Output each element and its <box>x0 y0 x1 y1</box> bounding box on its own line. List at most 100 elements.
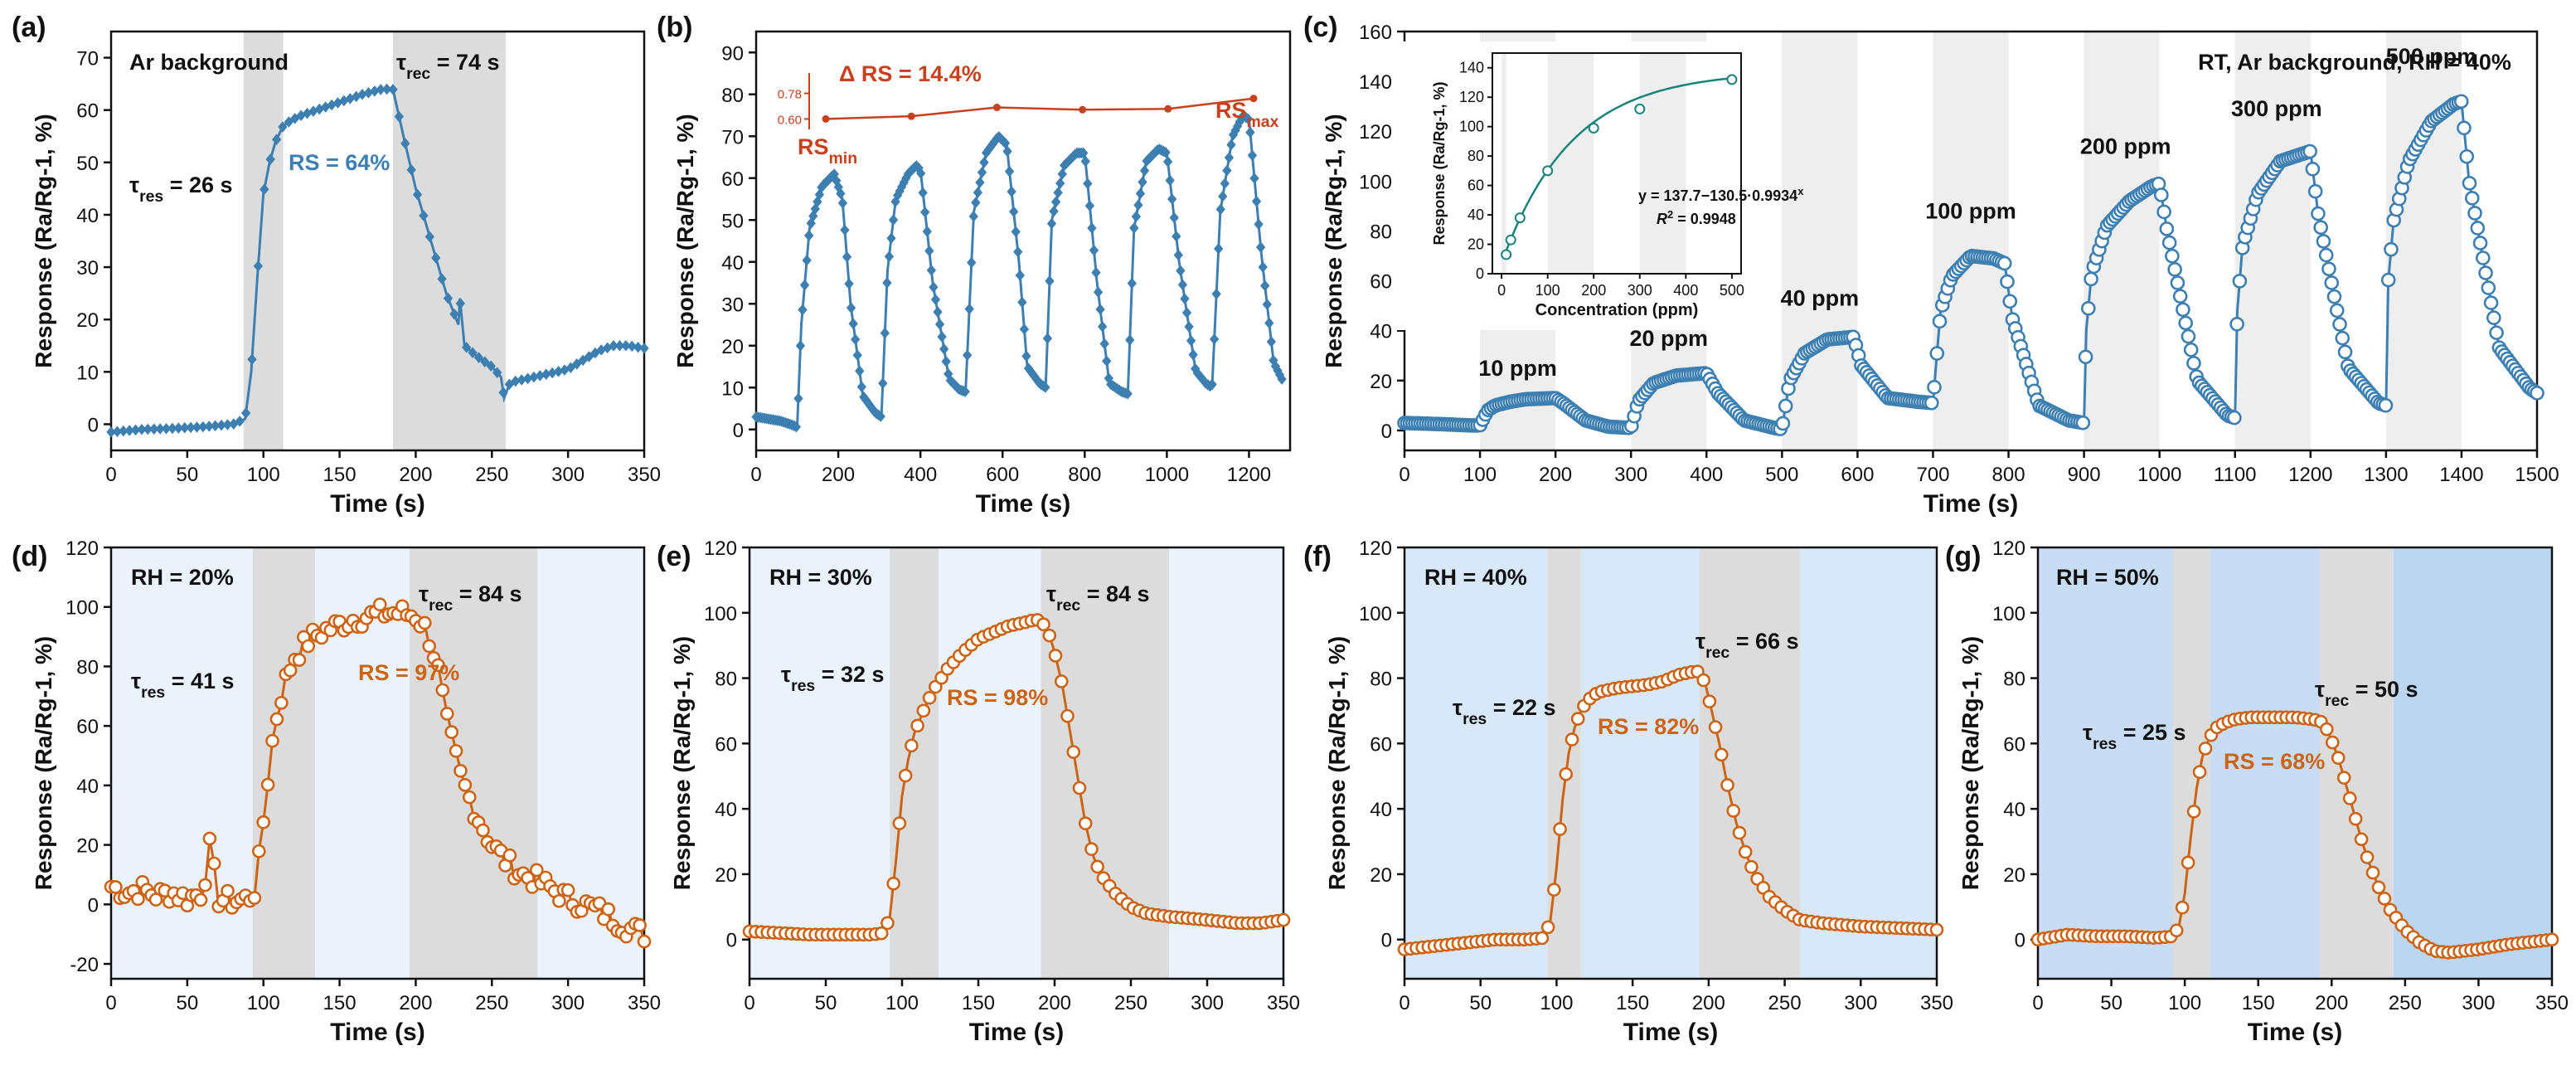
y-tick-label: 20 <box>1370 371 1392 393</box>
data-point <box>1215 203 1225 216</box>
y-tick-label: 50 <box>76 153 99 175</box>
inset-tick-label: 0.78 <box>778 88 802 102</box>
panel-c-title: RT, Ar background, RH = 40% <box>2198 50 2511 75</box>
data-point <box>1177 279 1188 291</box>
y-tick-label: 120 <box>1359 121 1392 143</box>
data-point <box>278 121 288 133</box>
data-point <box>2172 289 2188 304</box>
data-point <box>848 318 858 329</box>
data-point <box>924 245 934 257</box>
panel-label: (c) <box>1303 12 1338 43</box>
data-point <box>1167 193 1177 205</box>
data-point <box>1004 165 1015 178</box>
data-point <box>2478 265 2493 280</box>
data-point <box>2307 183 2323 199</box>
data-point <box>844 278 854 289</box>
data-point <box>1565 732 1579 747</box>
data-point <box>454 763 468 778</box>
data-point <box>2331 751 2346 765</box>
data-point <box>2530 386 2544 401</box>
inset-y-tick-label: 0 <box>1476 265 1484 282</box>
y-tick-label: 30 <box>721 294 744 316</box>
data-point <box>1243 113 1254 125</box>
shaded-region <box>1580 547 1700 979</box>
data-point <box>431 658 445 673</box>
data-point <box>492 367 502 379</box>
y-tick-label: 80 <box>721 85 744 107</box>
inset-point <box>1164 105 1172 113</box>
data-point <box>639 343 649 354</box>
tau-rec-label: τrec = 50 s <box>2315 677 2418 710</box>
data-point <box>252 844 266 858</box>
data-point <box>633 341 643 353</box>
data-point <box>1002 145 1012 158</box>
y-tick-label: 20 <box>2003 864 2025 887</box>
data-point <box>468 347 478 358</box>
data-point <box>2360 850 2375 864</box>
data-point <box>1165 174 1175 187</box>
data-point <box>2176 302 2190 318</box>
panel-label: (a) <box>12 12 46 43</box>
data-point <box>1013 246 1023 258</box>
inset-point <box>822 114 830 123</box>
fit-curve <box>1502 77 1733 258</box>
data-point <box>1258 261 1268 273</box>
data-point <box>2544 932 2559 947</box>
data-point <box>2332 317 2347 332</box>
plot-frame <box>109 546 646 980</box>
data-point <box>2354 832 2369 847</box>
x-tick-label: 250 <box>1114 992 1147 1014</box>
x-tick-label: 50 <box>177 464 199 486</box>
panel-c: 0 100 200 300 400 500 600 700 800 900 1000 1100 1200… <box>1303 12 2559 518</box>
data-point <box>444 725 458 739</box>
y-tick-label: 10 <box>76 362 99 384</box>
shaded-region <box>1547 547 1581 979</box>
y-tick-label: 60 <box>76 100 99 123</box>
data-point <box>2486 310 2501 325</box>
data-point <box>2342 791 2357 805</box>
data-point <box>1139 164 1150 177</box>
y-tick-label: 0 <box>88 414 99 436</box>
x-tick-label: 100 <box>1463 464 1497 486</box>
data-point <box>918 187 928 199</box>
x-tick-label: 50 <box>815 992 837 1014</box>
x-tick-label: 50 <box>2100 992 2122 1014</box>
data-point <box>1929 346 1945 361</box>
data-point <box>1211 288 1221 300</box>
data-point <box>791 421 802 433</box>
data-point <box>929 281 939 294</box>
data-point <box>2472 236 2488 250</box>
data-point <box>2232 274 2248 289</box>
data-point <box>1702 694 1717 708</box>
panel-g: 0 50 100 150 200 250 300 350 0 20 40 60 80 100 120 Time… <box>1945 537 2569 1046</box>
data-point <box>1738 844 1753 859</box>
data-point <box>1188 348 1198 361</box>
data-point <box>458 778 473 792</box>
y-tick-label: 60 <box>1370 271 1392 294</box>
data-point <box>910 718 924 733</box>
data-point <box>2336 771 2351 785</box>
inset-x-tick-label: 500 <box>1720 282 1744 299</box>
data-point <box>2178 315 2193 331</box>
x-axis-label: Time (s) <box>1924 490 2018 518</box>
x-tick-label: 100 <box>1540 992 1573 1014</box>
data-point <box>247 353 257 366</box>
rh-label: RH = 50% <box>2056 565 2159 590</box>
data-point <box>852 349 862 362</box>
x-tick-label: 600 <box>986 464 1019 486</box>
data-point <box>922 691 937 705</box>
data-point <box>1000 137 1011 149</box>
x-tick-label: 1200 <box>2288 464 2332 486</box>
data-point <box>473 352 484 363</box>
shaded-region <box>2385 32 2462 450</box>
data-point <box>920 206 930 218</box>
x-axis-label: Time (s) <box>330 490 424 518</box>
inset-x-tick-label: 300 <box>1628 282 1652 299</box>
plot-frame <box>748 546 1285 980</box>
inset-frame <box>1492 52 1742 275</box>
data-point <box>1072 781 1087 795</box>
y-axis-label: Response (Ra/Rg-1, %) <box>31 114 56 368</box>
data-point <box>2380 272 2396 288</box>
data-point <box>437 273 447 285</box>
data-point <box>1266 336 1277 348</box>
